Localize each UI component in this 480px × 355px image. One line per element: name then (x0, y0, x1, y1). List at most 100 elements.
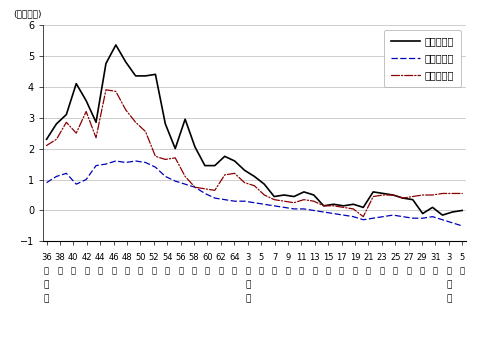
社会増減率 (380, 193, 386, 197)
人口増減率 (93, 120, 99, 124)
社会増減率 (103, 88, 109, 92)
人口増減率 (400, 196, 406, 200)
人口増減率 (83, 98, 89, 103)
人口増減率 (172, 147, 178, 151)
Text: 年: 年 (111, 266, 116, 275)
人口増減率 (321, 204, 326, 208)
Text: 13: 13 (310, 252, 320, 262)
自然増減率 (271, 204, 277, 208)
自然増減率 (182, 182, 188, 186)
Text: 46: 46 (108, 252, 119, 262)
社会増減率 (232, 171, 238, 175)
Text: 年: 年 (406, 266, 411, 275)
社会増減率 (410, 195, 416, 199)
社会増減率 (281, 199, 287, 203)
社会増減率 (420, 193, 426, 197)
人口増減率 (301, 190, 307, 194)
Text: 年: 年 (393, 266, 398, 275)
自然増減率 (400, 214, 406, 219)
自然増減率 (420, 216, 426, 220)
Text: 年: 年 (44, 266, 49, 275)
社会増減率 (301, 197, 307, 202)
人口増減率 (449, 210, 455, 214)
Text: 成: 成 (245, 294, 251, 303)
Text: 年: 年 (205, 266, 210, 275)
Text: 56: 56 (175, 252, 186, 262)
Text: 年: 年 (138, 266, 143, 275)
Text: 42: 42 (82, 252, 92, 262)
Line: 人口増減率: 人口増減率 (47, 45, 462, 215)
Text: 年: 年 (460, 266, 465, 275)
Text: 年: 年 (352, 266, 358, 275)
自然増減率 (143, 160, 148, 165)
人口増減率 (54, 122, 60, 126)
社会増減率 (271, 197, 277, 202)
自然増減率 (44, 180, 49, 185)
人口増減率 (291, 195, 297, 199)
社会増減率 (252, 184, 257, 188)
社会増減率 (202, 187, 208, 191)
人口増減率 (360, 205, 366, 209)
社会増減率 (430, 193, 435, 197)
社会増減率 (212, 188, 218, 192)
Text: 令: 令 (446, 280, 452, 289)
自然増減率 (331, 212, 336, 216)
Text: 23: 23 (376, 252, 387, 262)
Text: 62: 62 (216, 252, 226, 262)
Text: 38: 38 (55, 252, 65, 262)
Text: 年: 年 (232, 266, 237, 275)
社会増減率 (440, 191, 445, 196)
自然増減率 (350, 214, 356, 219)
社会増減率 (83, 109, 89, 114)
社会増減率 (321, 204, 326, 208)
社会増減率 (449, 191, 455, 196)
Text: 年: 年 (379, 266, 384, 275)
Text: 36: 36 (41, 252, 52, 262)
Text: 3: 3 (245, 252, 251, 262)
社会増減率 (143, 130, 148, 134)
自然増減率 (212, 196, 218, 200)
Text: 52: 52 (149, 252, 159, 262)
Text: 44: 44 (95, 252, 106, 262)
自然増減率 (449, 221, 455, 225)
Text: 年: 年 (433, 266, 438, 275)
Text: 19: 19 (350, 252, 360, 262)
自然増減率 (93, 163, 99, 168)
自然増減率 (232, 199, 238, 203)
自然増減率 (370, 216, 376, 220)
Text: 11: 11 (296, 252, 307, 262)
人口増減率 (440, 213, 445, 217)
人口増減率 (222, 154, 228, 158)
人口増減率 (113, 43, 119, 47)
Text: 年: 年 (98, 266, 103, 275)
社会増減率 (54, 137, 60, 141)
Text: 和: 和 (446, 294, 452, 303)
Text: 64: 64 (229, 252, 240, 262)
自然増減率 (311, 208, 317, 213)
自然増減率 (321, 210, 326, 214)
自然増減率 (262, 202, 267, 206)
Text: 58: 58 (189, 252, 199, 262)
自然増減率 (153, 165, 158, 169)
Text: 31: 31 (430, 252, 441, 262)
Text: (単位：％): (単位：％) (13, 9, 42, 18)
Text: 年: 年 (420, 266, 424, 275)
Text: 年: 年 (299, 266, 304, 275)
Text: 50: 50 (135, 252, 145, 262)
Text: 21: 21 (363, 252, 373, 262)
Text: 7: 7 (272, 252, 277, 262)
社会増減率 (400, 196, 406, 200)
Text: 昭: 昭 (44, 280, 49, 289)
自然増減率 (281, 205, 287, 209)
社会増減率 (291, 201, 297, 205)
Text: 年: 年 (312, 266, 317, 275)
自然増減率 (123, 160, 129, 165)
人口増減率 (252, 174, 257, 179)
社会増減率 (133, 120, 139, 124)
社会増減率 (123, 108, 129, 112)
Text: 年: 年 (165, 266, 170, 275)
人口増減率 (143, 74, 148, 78)
社会増減率 (459, 191, 465, 196)
Text: 27: 27 (403, 252, 414, 262)
人口増減率 (133, 74, 139, 78)
